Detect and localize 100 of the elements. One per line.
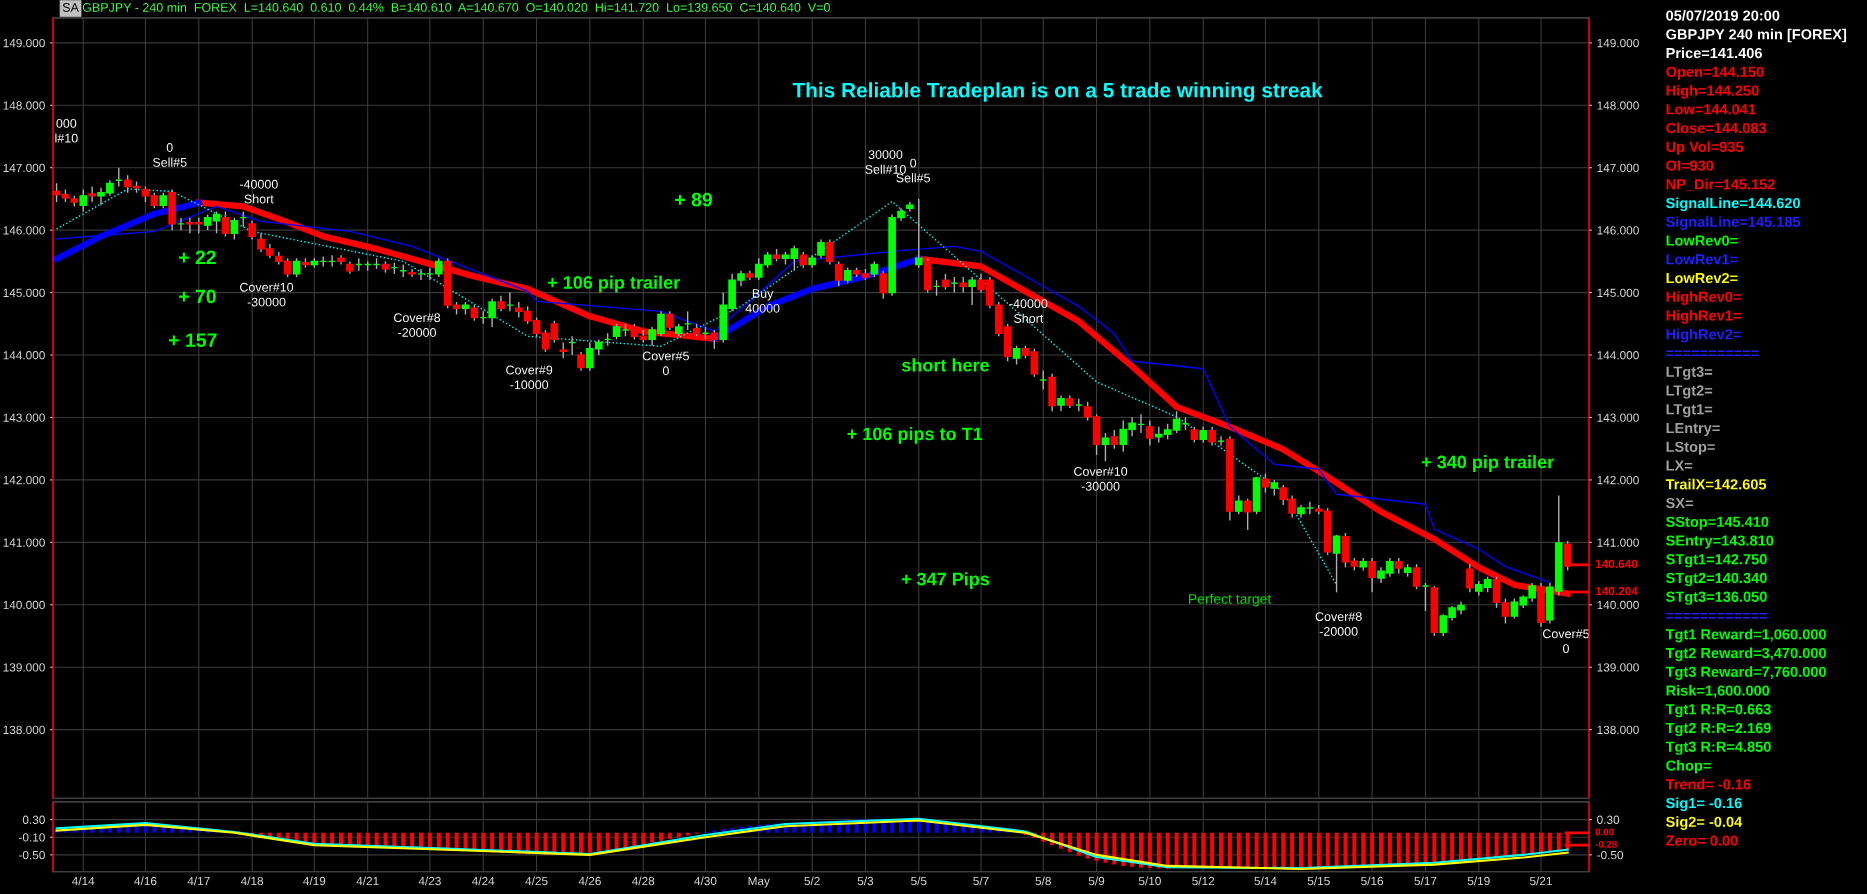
text: LowRev1= [1666, 254, 1738, 265]
x-tick-label: 5/17 [1414, 876, 1437, 886]
text: Tgt2 Reward=3,470.000 [1665, 647, 1826, 662]
x-tick-label: 4/18 [240, 876, 264, 886]
annotation: -40000 Short [239, 179, 278, 204]
text: Tgt1 R:R=0.663 [1665, 704, 1771, 718]
text: 05/07/2019 20:00 [1666, 10, 1780, 21]
text: HighRev2= [1666, 328, 1741, 343]
y2-tick-label: 145.000 [1597, 288, 1639, 297]
text: SignalLine=145.185 [1666, 216, 1801, 230]
text: Sig2= -0.04 [1666, 816, 1743, 830]
y2-tick-label: 141.000 [1597, 538, 1639, 547]
y2-tick-label: 138.000 [1597, 725, 1639, 735]
y2-tick-label: -0.50 [1597, 850, 1624, 860]
text: ============ [1666, 612, 1768, 619]
text: SX= [1666, 497, 1693, 509]
y2-tick-label: 149.000 [1597, 38, 1639, 48]
y-tick-label: 148.000 [3, 101, 45, 110]
text: LTgt3= [1666, 366, 1713, 380]
text: =========== [1666, 350, 1759, 356]
x-tick-label: 4/28 [632, 876, 655, 886]
annotation: + 106 pips to T1 [847, 427, 983, 444]
ref-line-label: 140.204 [1595, 586, 1638, 596]
text: Open=144.150 [1666, 66, 1764, 80]
text: LTgt2= [1666, 385, 1713, 399]
annotation: Cover#10 -30000 [1074, 467, 1128, 491]
x-tick-label: 5/9 [1088, 876, 1105, 886]
annotation: + 347 Pips [901, 572, 990, 590]
x-tick-label: 5/5 [911, 876, 927, 886]
annotation: 0 Sell#5 [152, 143, 187, 167]
y2-tick-label: 144.000 [1597, 351, 1639, 360]
x-tick-label: 5/12 [1192, 876, 1215, 886]
text: STgt3=136.050 [1666, 591, 1767, 605]
y-tick-label: -0.10 [18, 833, 45, 842]
text: SEntry=143.810 [1666, 535, 1774, 549]
y-tick-label: 149.000 [3, 38, 45, 48]
x-tick-label: 5/16 [1361, 876, 1384, 886]
text: LTgt1= [1666, 404, 1713, 418]
text: Price=141.406 [1666, 47, 1762, 59]
y-tick-label: 143.000 [3, 413, 45, 422]
y-tick-label: 139.000 [3, 663, 45, 672]
y-tick-label: 140.000 [3, 600, 45, 610]
annotation: + 340 pip trailer [1421, 455, 1554, 472]
x-tick-label: 5/19 [1467, 876, 1490, 886]
chart-title: GBPJPY - 240 min FOREX L=140.640 0.610 0.44% B=140.610 A=140.670 O=140.020 Hi=141.720 Lo=139.650 C=140.640 V=0 [82, 2, 830, 12]
text: Tgt3 Reward=7,760.000 [1665, 666, 1826, 680]
annotation: + 89 [675, 192, 712, 207]
text: LEntry= [1666, 423, 1720, 437]
y2-tick-label: 146.000 [1597, 226, 1639, 235]
annotation: 000 l#10 [55, 118, 78, 143]
text: LowRev0= [1666, 235, 1738, 246]
x-tick-label: 4/24 [472, 876, 495, 886]
text: SStop=145.410 [1666, 516, 1769, 530]
x-tick-label: 5/2 [804, 876, 820, 886]
text: TrailX=142.605 [1665, 478, 1767, 490]
y-tick-label: 141.000 [3, 538, 45, 547]
annotation: Cover#8 -20000 [1315, 612, 1362, 636]
text: Trend= -0.16 [1665, 778, 1751, 790]
x-tick-label: 4/14 [72, 876, 95, 886]
text: Sig1= -0.16 [1666, 797, 1742, 812]
text: Tgt2 R:R=2.169 [1665, 722, 1771, 737]
text: STgt1=142.750 [1666, 554, 1767, 568]
text: Chop= [1666, 760, 1711, 774]
annotation: Cover#8 -20000 [394, 313, 441, 337]
text: SA [62, 3, 79, 12]
x-tick-label: 5/7 [973, 876, 989, 886]
text: Tgt3 R:R=4.850 [1665, 741, 1771, 755]
y-tick-label: 144.000 [3, 351, 45, 360]
annotation: + 157 [168, 333, 217, 347]
y-tick-label: 146.000 [3, 226, 45, 235]
ref-line-label: -0.28 [1595, 840, 1618, 848]
y2-tick-label: 142.000 [1597, 475, 1639, 485]
text: SignalLine=144.620 [1666, 197, 1800, 212]
text: Risk=1,600.000 [1666, 685, 1770, 698]
annotation: + 70 [179, 289, 216, 304]
x-tick-label: 4/17 [187, 876, 210, 886]
annotation: + 106 pip trailer [547, 275, 680, 293]
text: Close=144.083 [1666, 122, 1767, 134]
y-tick-label: 145.000 [3, 288, 45, 297]
x-tick-label: 4/19 [303, 876, 326, 886]
ref-line-label: 140.640 [1595, 559, 1638, 568]
text: LStop= [1666, 441, 1715, 455]
y-tick-label: 142.000 [3, 475, 45, 485]
x-tick-label: 5/8 [1035, 876, 1051, 886]
y2-tick-label: 143.000 [1597, 413, 1639, 422]
annotation: Perfect target [1189, 593, 1272, 607]
y2-tick-label: 140.000 [1597, 600, 1639, 610]
text: GBPJPY 240 min [FOREX] [1666, 28, 1847, 43]
annotation: short here [901, 358, 989, 372]
y2-tick-label: 0.30 [1597, 815, 1620, 824]
x-tick-label: May [748, 876, 770, 888]
text: LowRev2= [1666, 272, 1738, 284]
y-tick-label: 147.000 [3, 163, 45, 173]
x-tick-label: 4/25 [525, 876, 548, 886]
y-tick-label: 0.30 [22, 815, 45, 824]
y2-tick-label: 139.000 [1597, 663, 1639, 672]
annotation: This Reliable Tradeplan is on a 5 trade winning streak [792, 82, 1323, 102]
x-tick-label: 5/10 [1138, 876, 1161, 886]
text: Up Vol=935 [1666, 141, 1744, 155]
x-tick-label: 4/21 [356, 876, 379, 886]
